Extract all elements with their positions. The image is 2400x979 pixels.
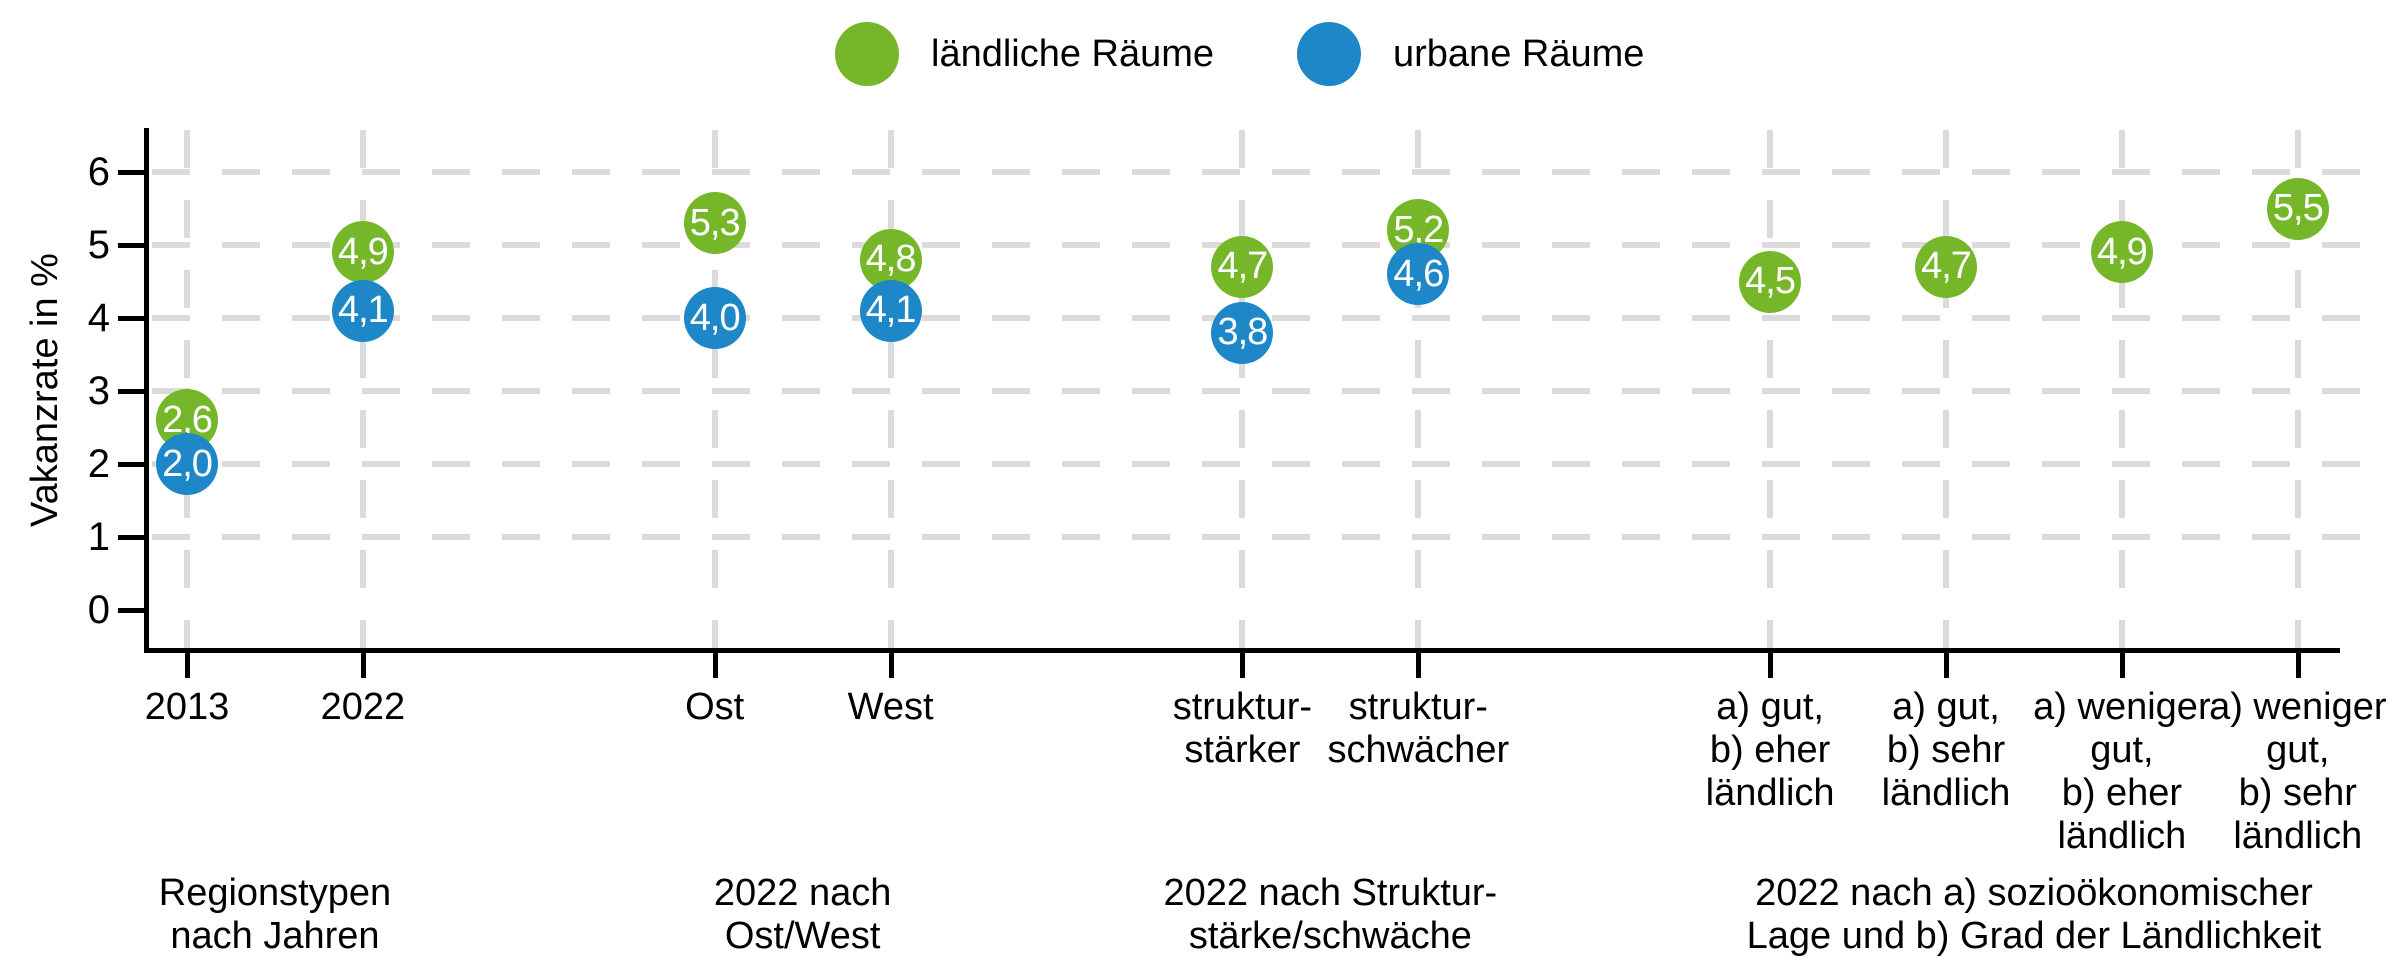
y-axis-tick-label: 4 <box>87 296 110 340</box>
y-axis-tick-label: 0 <box>87 588 110 632</box>
x-tick-label: a) gut, b) eher ländlich <box>1705 686 1835 814</box>
x-tick-label: a) weniger gut, b) sehr ländlich <box>2209 686 2387 857</box>
grid-line-vertical <box>1415 130 1422 648</box>
y-axis-tick <box>118 608 145 613</box>
data-point: 4,7 <box>1915 235 1977 298</box>
x-tick-label: a) weniger gut, b) eher ländlich <box>2033 686 2211 857</box>
legend-label-urbane-raeume: urbane Räume <box>1393 32 1645 75</box>
y-axis-line <box>144 128 149 653</box>
x-axis-line <box>144 648 2340 653</box>
grid-line-horizontal <box>152 388 2362 394</box>
data-point: 4,7 <box>1211 235 1274 298</box>
x-tick-label: Ost <box>685 686 745 728</box>
y-axis-tick <box>118 316 145 321</box>
y-axis-tick <box>118 535 145 540</box>
data-point: 5,5 <box>2266 177 2329 240</box>
grid-line-vertical <box>2118 130 2125 648</box>
data-point: 4,5 <box>1739 250 1802 313</box>
x-axis-tick <box>360 652 366 678</box>
x-axis-tick <box>1240 652 1246 678</box>
data-point: 4,6 <box>1387 243 1450 306</box>
legend-swatch-green-icon <box>835 22 899 86</box>
x-axis-tick <box>2295 652 2301 678</box>
y-axis-tick <box>118 462 145 467</box>
legend-swatch-blue-icon <box>1297 22 1361 86</box>
x-axis-tick <box>185 652 190 678</box>
data-point: 4,1 <box>859 279 922 342</box>
x-axis-tick <box>712 652 718 678</box>
x-tick-label: struktur- schwächer <box>1327 686 1510 771</box>
data-point: 4,0 <box>683 287 746 349</box>
grid-line-vertical <box>1767 130 1774 648</box>
grid-line-horizontal <box>152 461 2362 467</box>
x-tick-label: West <box>847 686 934 728</box>
grid-line-vertical <box>887 130 894 648</box>
y-axis-tick-label: 5 <box>87 223 110 267</box>
legend-label-laendliche-raeume: ländliche Räume <box>931 32 1215 75</box>
y-axis-tick-label: 3 <box>87 369 110 413</box>
x-tick-label: 2013 <box>144 686 230 728</box>
x-tick-label: a) gut, b) sehr ländlich <box>1881 686 2011 814</box>
group-caption: 2022 nach a) sozioökonomischer Lage und … <box>1746 872 2322 957</box>
x-tick-label: struktur- stärker <box>1172 686 1313 771</box>
grid-line-horizontal <box>152 534 2362 540</box>
x-axis-tick <box>2119 652 2125 678</box>
legend-item-laendliche-raeume: ländliche Räume <box>835 22 1214 86</box>
group-caption: Regionstypen nach Jahren <box>158 872 392 957</box>
y-axis-tick-label: 1 <box>87 515 110 559</box>
group-caption: 2022 nach Ost/West <box>713 872 892 957</box>
data-point: 4,1 <box>331 279 394 342</box>
data-point: 4,9 <box>2090 221 2153 284</box>
grid-line-vertical <box>1239 130 1246 648</box>
data-point: 5,3 <box>683 192 746 255</box>
data-point: 4,9 <box>331 221 394 284</box>
grid-line-vertical <box>359 130 366 648</box>
group-caption: 2022 nach Struktur- stärke/schwäche <box>1163 872 1498 957</box>
x-tick-label: 2022 <box>320 686 406 728</box>
y-axis-tick <box>118 389 145 394</box>
grid-line-vertical <box>711 130 718 648</box>
data-point: 3,8 <box>1211 301 1274 364</box>
x-axis-tick <box>888 652 894 678</box>
y-axis-tick-label: 2 <box>87 442 110 486</box>
x-axis-tick <box>1416 652 1422 678</box>
grid-line-vertical <box>2294 130 2301 648</box>
legend-item-urbane-raeume: urbane Räume <box>1297 22 1644 86</box>
grid-line-horizontal <box>152 169 2362 175</box>
grid-line-vertical <box>184 130 190 648</box>
y-axis-tick <box>118 243 145 248</box>
grid-line-vertical <box>1943 130 1949 648</box>
x-axis-tick <box>1768 652 1774 678</box>
data-point: 2,0 <box>156 433 218 495</box>
y-axis-tick <box>118 170 145 175</box>
x-axis-tick <box>1944 652 1949 678</box>
y-axis-tick-label: 6 <box>87 150 110 194</box>
